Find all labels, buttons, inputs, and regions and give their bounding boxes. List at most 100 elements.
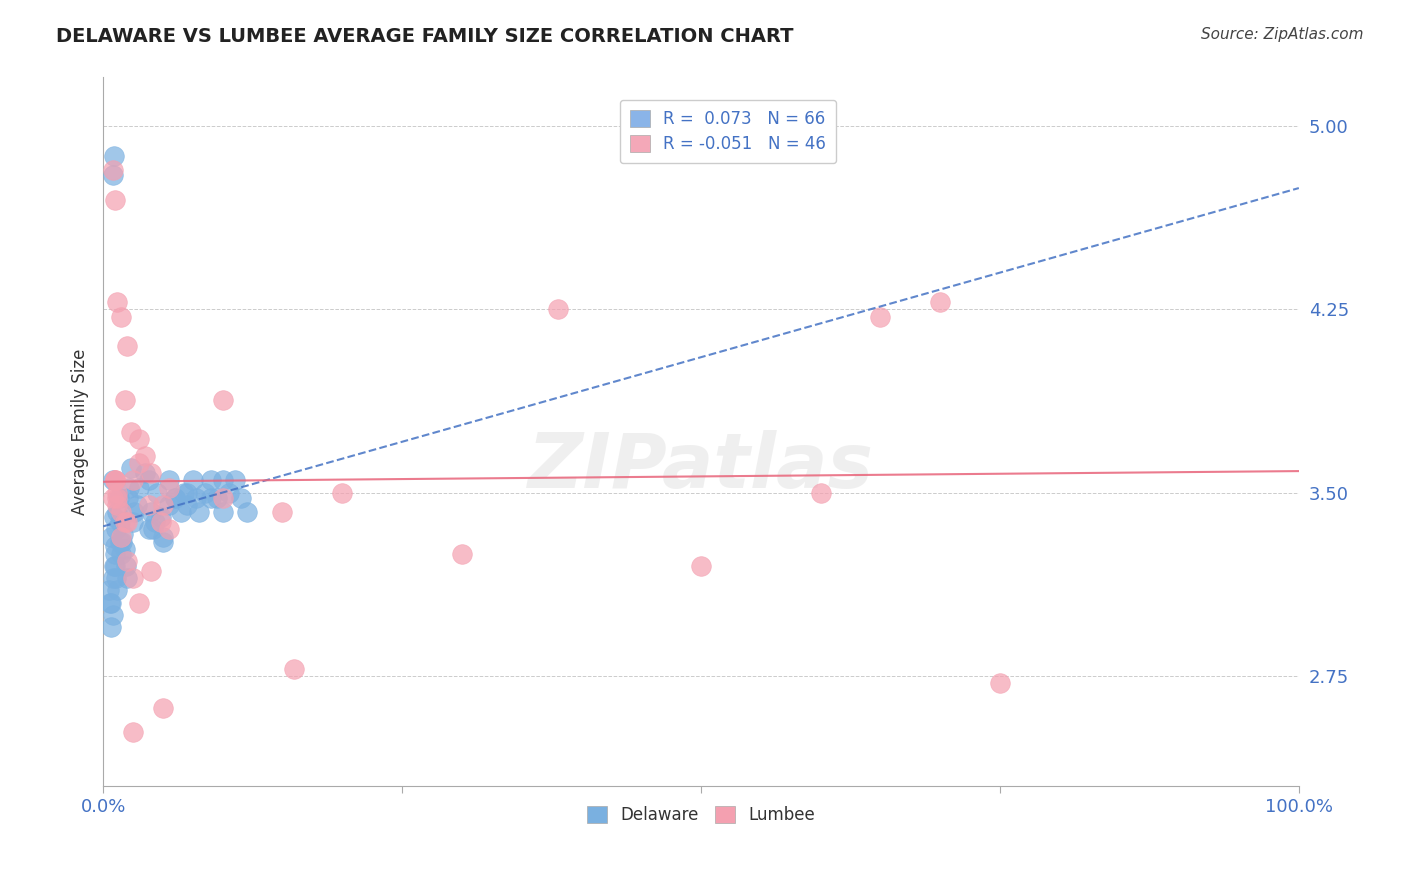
R =  0.073   N = 66 bbox=[115, 571, 138, 585]
R =  0.073   N = 66 bbox=[138, 474, 160, 488]
R = -0.051   N = 46 bbox=[152, 700, 174, 714]
R =  0.073   N = 66 bbox=[100, 620, 122, 634]
R = -0.051   N = 46 bbox=[330, 485, 353, 500]
R =  0.073   N = 66 bbox=[98, 596, 121, 610]
R =  0.073   N = 66 bbox=[200, 474, 222, 488]
R = -0.051   N = 46 bbox=[107, 491, 129, 505]
R =  0.073   N = 66 bbox=[194, 485, 217, 500]
R =  0.073   N = 66 bbox=[211, 474, 233, 488]
R =  0.073   N = 66 bbox=[101, 168, 124, 182]
R =  0.073   N = 66 bbox=[128, 481, 150, 495]
R = -0.051   N = 46 bbox=[211, 392, 233, 407]
R =  0.073   N = 66 bbox=[187, 505, 209, 519]
R =  0.073   N = 66 bbox=[157, 474, 180, 488]
R = -0.051   N = 46 bbox=[988, 676, 1011, 690]
R =  0.073   N = 66 bbox=[104, 540, 127, 554]
R =  0.073   N = 66 bbox=[104, 547, 127, 561]
R =  0.073   N = 66 bbox=[200, 491, 222, 505]
R =  0.073   N = 66 bbox=[108, 534, 131, 549]
R = -0.051   N = 46 bbox=[128, 596, 150, 610]
R = -0.051   N = 46 bbox=[149, 515, 172, 529]
Y-axis label: Average Family Size: Average Family Size bbox=[72, 349, 89, 515]
R = -0.051   N = 46 bbox=[283, 661, 305, 675]
R = -0.051   N = 46 bbox=[110, 310, 132, 324]
R = -0.051   N = 46 bbox=[107, 498, 129, 512]
R =  0.073   N = 66 bbox=[112, 527, 135, 541]
R =  0.073   N = 66 bbox=[122, 515, 145, 529]
R =  0.073   N = 66 bbox=[111, 534, 134, 549]
R =  0.073   N = 66 bbox=[115, 558, 138, 573]
R = -0.051   N = 46 bbox=[122, 725, 145, 739]
R = -0.051   N = 46 bbox=[157, 481, 180, 495]
R =  0.073   N = 66 bbox=[98, 583, 121, 598]
R = -0.051   N = 46 bbox=[869, 310, 891, 324]
Text: 100.0%: 100.0% bbox=[1265, 798, 1333, 816]
R =  0.073   N = 66 bbox=[103, 148, 125, 162]
R = -0.051   N = 46 bbox=[107, 295, 129, 310]
Text: DELAWARE VS LUMBEE AVERAGE FAMILY SIZE CORRELATION CHART: DELAWARE VS LUMBEE AVERAGE FAMILY SIZE C… bbox=[56, 27, 794, 45]
R =  0.073   N = 66 bbox=[122, 505, 145, 519]
Legend: Delaware, Lumbee: Delaware, Lumbee bbox=[576, 796, 825, 834]
R =  0.073   N = 66 bbox=[173, 485, 195, 500]
R = -0.051   N = 46 bbox=[122, 474, 145, 488]
R = -0.051   N = 46 bbox=[115, 339, 138, 353]
R = -0.051   N = 46 bbox=[104, 193, 127, 207]
R =  0.073   N = 66 bbox=[101, 474, 124, 488]
R = -0.051   N = 46 bbox=[120, 425, 142, 439]
R = -0.051   N = 46 bbox=[110, 530, 132, 544]
R = -0.051   N = 46 bbox=[929, 295, 952, 310]
R = -0.051   N = 46 bbox=[104, 474, 127, 488]
R = -0.051   N = 46 bbox=[107, 485, 129, 500]
R = -0.051   N = 46 bbox=[211, 491, 233, 505]
R =  0.073   N = 66 bbox=[163, 491, 186, 505]
R =  0.073   N = 66 bbox=[157, 498, 180, 512]
R =  0.073   N = 66 bbox=[170, 505, 193, 519]
R =  0.073   N = 66 bbox=[117, 491, 139, 505]
R =  0.073   N = 66 bbox=[104, 558, 127, 573]
R =  0.073   N = 66 bbox=[101, 571, 124, 585]
R =  0.073   N = 66 bbox=[105, 522, 128, 536]
Text: Source: ZipAtlas.com: Source: ZipAtlas.com bbox=[1201, 27, 1364, 42]
R =  0.073   N = 66 bbox=[114, 541, 136, 556]
R = -0.051   N = 46 bbox=[115, 554, 138, 568]
R = -0.051   N = 46 bbox=[122, 571, 145, 585]
R =  0.073   N = 66 bbox=[149, 510, 172, 524]
R =  0.073   N = 66 bbox=[101, 607, 124, 622]
R = -0.051   N = 46 bbox=[101, 163, 124, 178]
R = -0.051   N = 46 bbox=[157, 522, 180, 536]
R =  0.073   N = 66 bbox=[120, 461, 142, 475]
R = -0.051   N = 46 bbox=[139, 564, 162, 578]
Text: ZIPatlas: ZIPatlas bbox=[529, 430, 875, 504]
R =  0.073   N = 66 bbox=[176, 498, 198, 512]
Text: 0.0%: 0.0% bbox=[80, 798, 125, 816]
R =  0.073   N = 66 bbox=[118, 481, 141, 495]
R = -0.051   N = 46 bbox=[114, 392, 136, 407]
R = -0.051   N = 46 bbox=[547, 302, 569, 317]
R =  0.073   N = 66 bbox=[211, 505, 233, 519]
R = -0.051   N = 46 bbox=[128, 432, 150, 446]
R =  0.073   N = 66 bbox=[134, 466, 156, 480]
R =  0.073   N = 66 bbox=[205, 491, 228, 505]
R = -0.051   N = 46 bbox=[690, 558, 713, 573]
R = -0.051   N = 46 bbox=[139, 466, 162, 480]
R =  0.073   N = 66 bbox=[103, 510, 125, 524]
R = -0.051   N = 46 bbox=[810, 485, 832, 500]
R = -0.051   N = 46 bbox=[450, 547, 472, 561]
R =  0.073   N = 66 bbox=[186, 491, 208, 505]
R =  0.073   N = 66 bbox=[107, 491, 129, 505]
R =  0.073   N = 66 bbox=[108, 515, 131, 529]
R =  0.073   N = 66 bbox=[143, 515, 166, 529]
R =  0.073   N = 66 bbox=[224, 474, 246, 488]
R =  0.073   N = 66 bbox=[100, 596, 122, 610]
R =  0.073   N = 66 bbox=[235, 505, 257, 519]
R =  0.073   N = 66 bbox=[229, 491, 252, 505]
R =  0.073   N = 66 bbox=[163, 491, 186, 505]
R =  0.073   N = 66 bbox=[139, 505, 162, 519]
R = -0.051   N = 46 bbox=[104, 474, 127, 488]
R =  0.073   N = 66 bbox=[110, 547, 132, 561]
R =  0.073   N = 66 bbox=[146, 485, 169, 500]
R =  0.073   N = 66 bbox=[152, 530, 174, 544]
R = -0.051   N = 46 bbox=[110, 505, 132, 519]
R =  0.073   N = 66 bbox=[100, 530, 122, 544]
R =  0.073   N = 66 bbox=[142, 522, 165, 536]
